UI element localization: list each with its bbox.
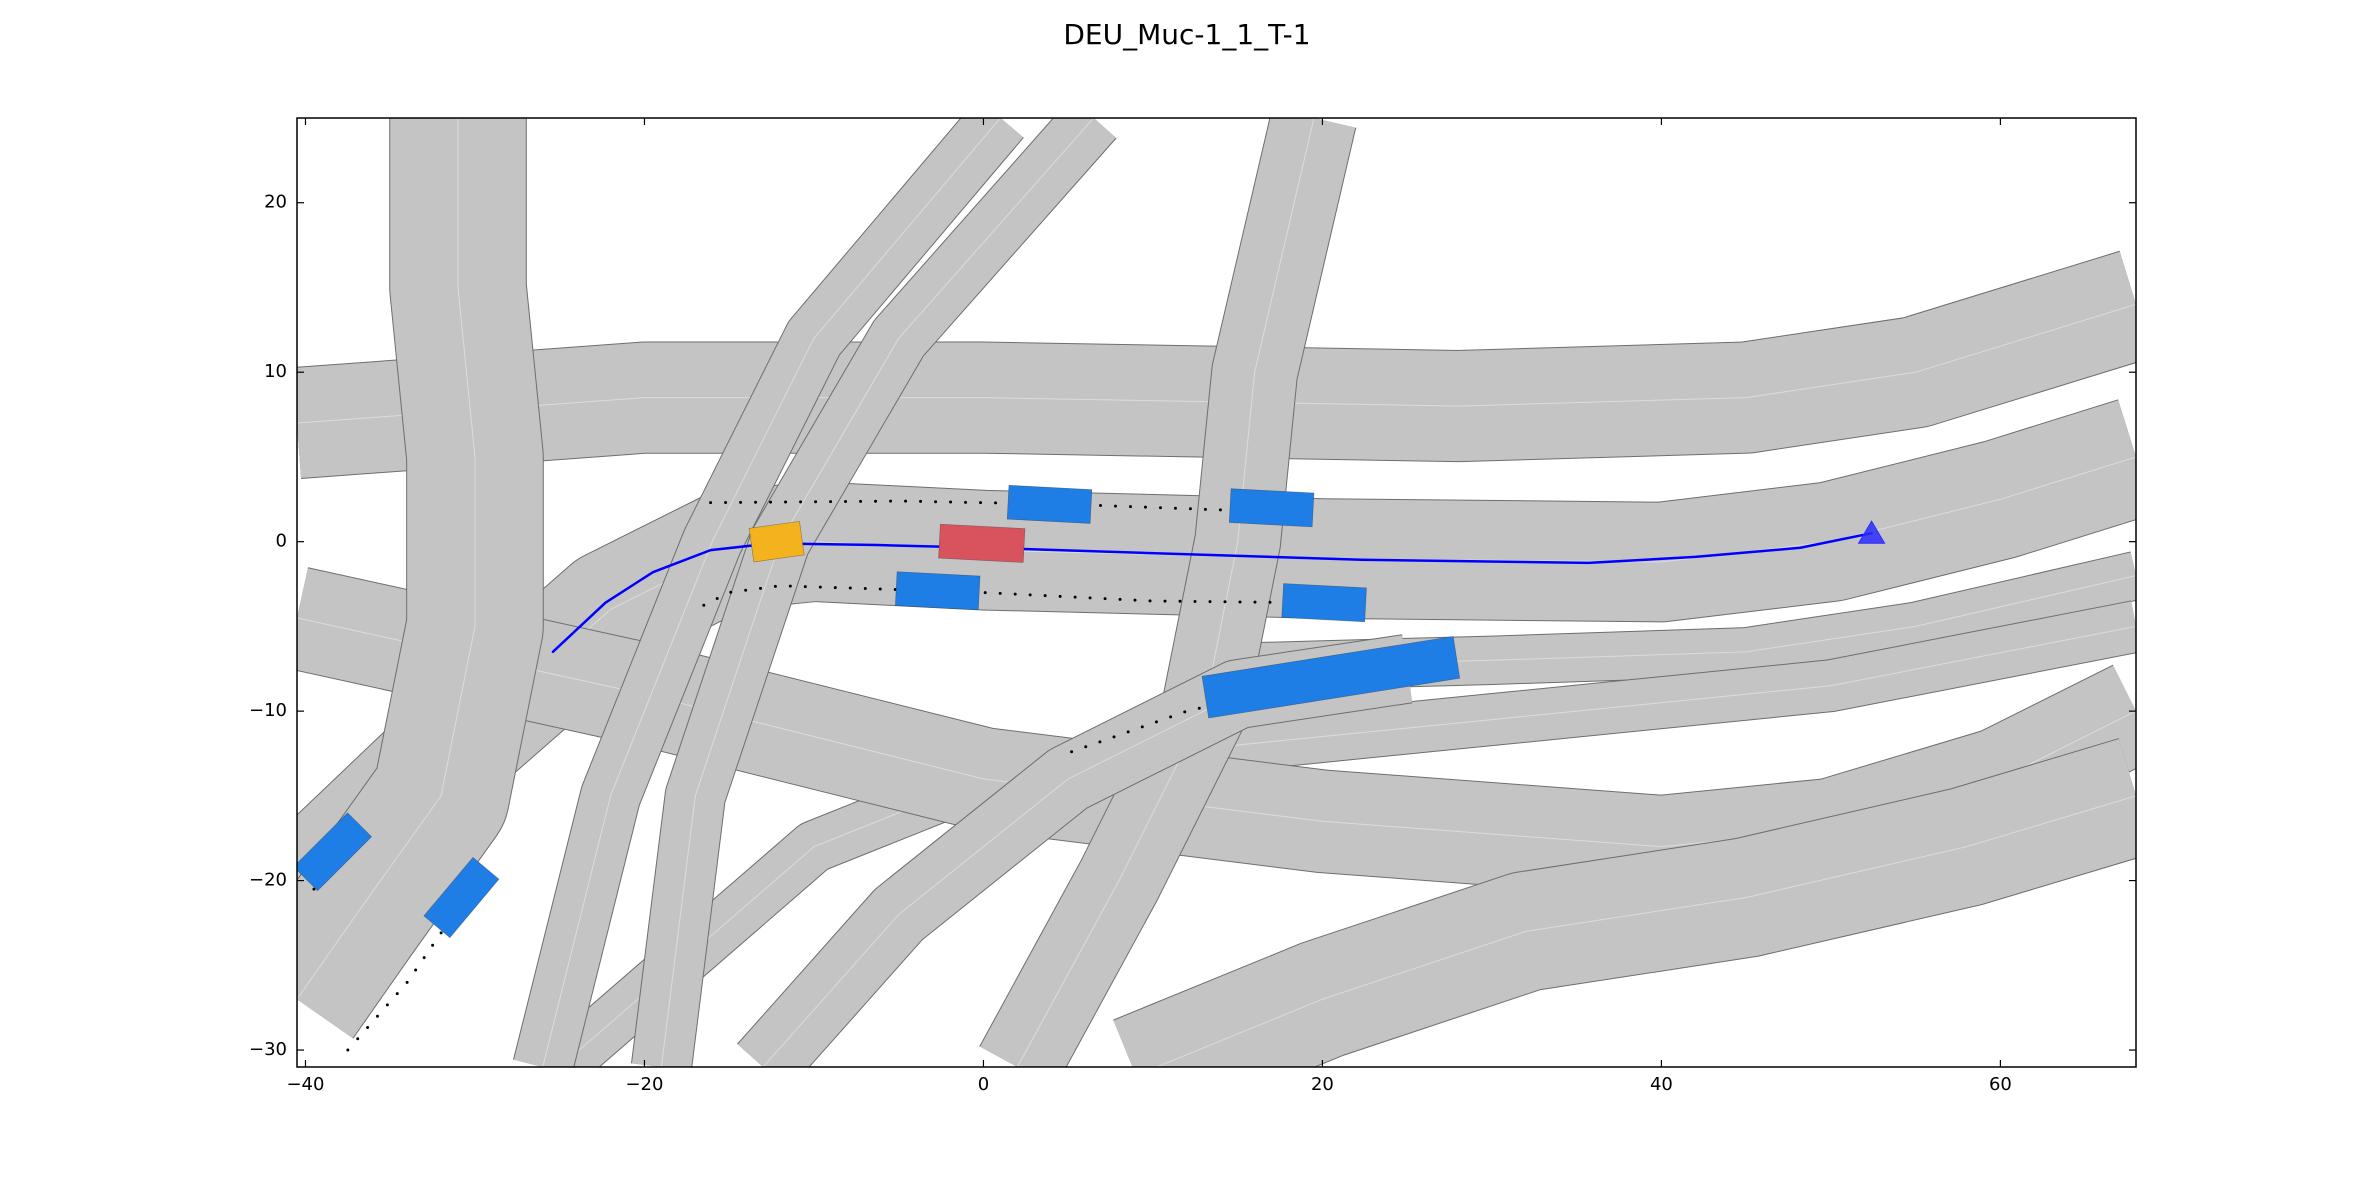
- x-tick-label: −20: [625, 1074, 663, 1095]
- road-lane-line: [1016, 118, 1315, 1067]
- x-tick-label: 20: [1311, 1074, 1334, 1095]
- x-tick-label: 0: [978, 1074, 989, 1095]
- axes-frame: [296, 117, 2137, 1068]
- y-tick-label: −10: [249, 700, 287, 721]
- planned-trajectory: [551, 531, 1873, 654]
- road-lane-line: [297, 303, 2136, 424]
- x-tick-label: 40: [1650, 1074, 1673, 1095]
- plot-area: [297, 118, 2136, 1067]
- vehicle: [1228, 488, 1315, 528]
- y-tick-label: 0: [276, 531, 287, 552]
- vehicle: [297, 812, 372, 892]
- y-tick-label: −20: [249, 870, 287, 891]
- vehicle: [1281, 583, 1367, 623]
- road-lane-line: [559, 625, 2136, 1067]
- predicted-trajectory: [702, 584, 1307, 607]
- chart-title: DEU_Muc-1_1_T-1: [1063, 18, 1310, 51]
- road-lane-line: [297, 118, 476, 1000]
- y-tick-label: 10: [264, 361, 287, 382]
- predicted-trajectory: [346, 912, 456, 1052]
- axes: −40 −20 0 20 40 60 −30 −20 −10 0 10 20: [249, 118, 2136, 1095]
- vehicle: [938, 523, 1026, 563]
- y-tick-label: 20: [264, 192, 287, 213]
- x-tick-label: 60: [1989, 1074, 2012, 1095]
- vehicle: [748, 521, 805, 563]
- x-tick-label: −40: [286, 1074, 324, 1095]
- road-lane-line: [542, 118, 1001, 1067]
- goal-marker: [1857, 520, 1886, 544]
- vehicle: [1006, 484, 1093, 524]
- y-tick-label: −30: [249, 1039, 287, 1060]
- vehicle: [423, 857, 500, 939]
- vehicle: [1201, 636, 1461, 719]
- road-lane-line: [1155, 795, 2136, 1067]
- vehicle: [895, 571, 981, 611]
